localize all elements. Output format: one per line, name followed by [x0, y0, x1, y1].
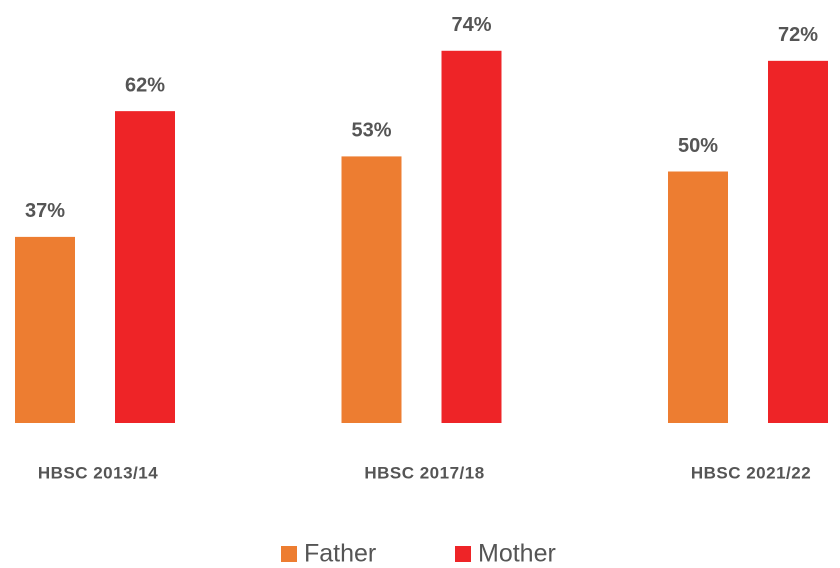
data-label: 62% [125, 74, 165, 96]
x-tick-label: HBSC 2013/14 [38, 463, 158, 482]
x-tick-label: HBSC 2021/22 [691, 463, 811, 482]
bar [115, 111, 175, 423]
data-label: 53% [351, 120, 391, 142]
bar [15, 236, 75, 423]
data-label: 37% [25, 200, 65, 222]
x-tick-label: HBSC 2017/18 [364, 463, 484, 482]
legend-label: Father [304, 540, 376, 568]
data-label: 72% [778, 24, 818, 46]
bar [441, 50, 502, 423]
data-label: 74% [451, 14, 491, 36]
bar [768, 60, 828, 424]
legend-swatch [455, 546, 471, 562]
data-label: 50% [678, 135, 718, 157]
legend-label: Mother [478, 540, 556, 568]
legend-swatch [281, 546, 297, 562]
bar [668, 171, 728, 423]
bar [341, 156, 402, 423]
